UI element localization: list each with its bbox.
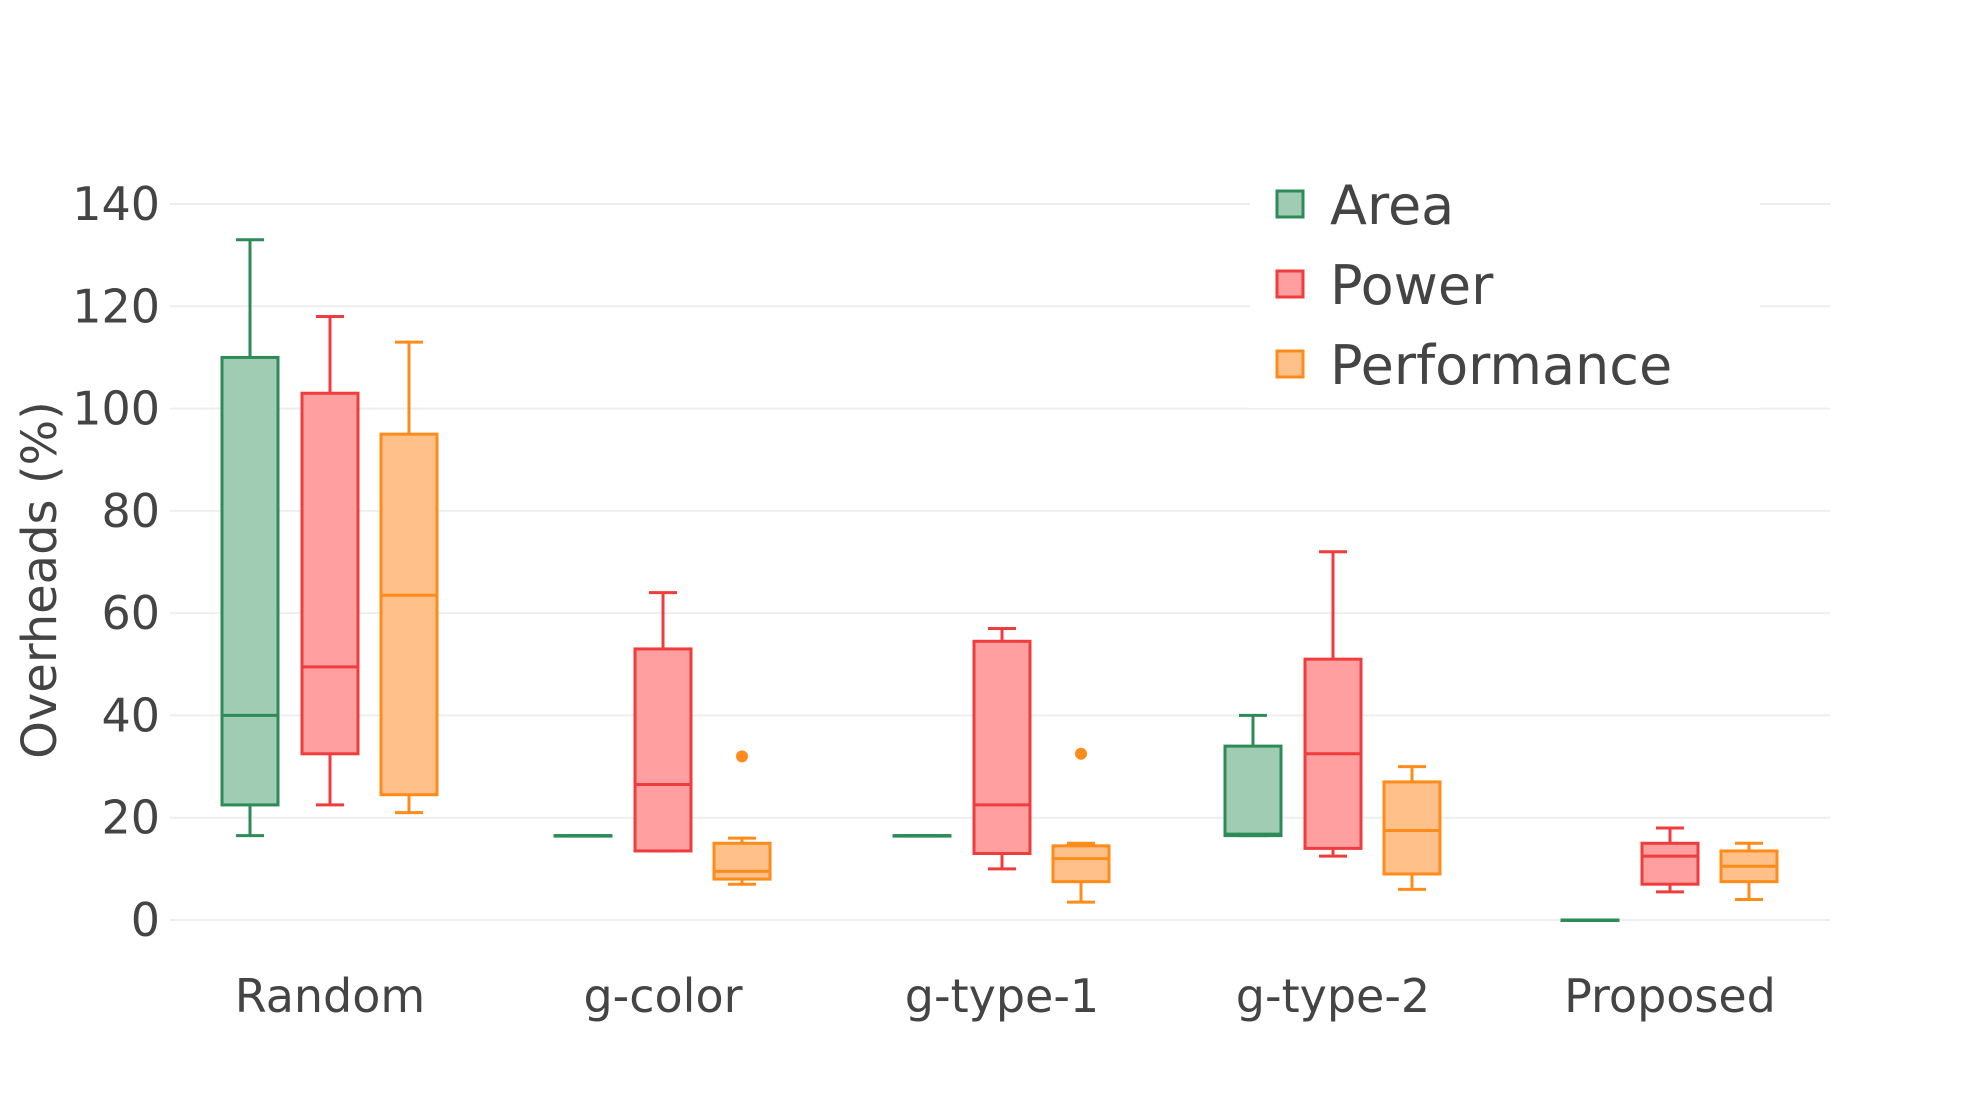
y-tick-label: 60 — [101, 586, 160, 640]
x-tick-label: g-type-2 — [1236, 969, 1430, 1023]
box-area-g-type-1 — [892, 834, 952, 838]
box-iqr — [1640, 841, 1700, 886]
box-area-g-type-2 — [1223, 713, 1283, 838]
outlier-point — [736, 750, 748, 763]
box-power-g-color — [633, 591, 693, 853]
x-tick-label: g-type-1 — [905, 969, 1099, 1023]
x-tick-label: Random — [235, 969, 425, 1023]
box-performance-proposed — [1719, 841, 1779, 902]
box-iqr — [1223, 744, 1283, 838]
box-power-g-type-2 — [1303, 550, 1363, 858]
box-area-proposed — [1560, 918, 1620, 922]
y-tick-label: 100 — [72, 382, 160, 436]
box-iqr — [220, 355, 280, 807]
series-area — [220, 238, 1620, 922]
legend-item-performance[interactable]: Performance — [1275, 334, 1672, 397]
box-performance-g-type-1 — [1051, 747, 1111, 904]
legend-label: Area — [1330, 174, 1454, 237]
series-power — [300, 315, 1700, 894]
box-iqr — [379, 432, 439, 797]
x-tick-label: Proposed — [1564, 969, 1776, 1023]
x-tick-label: g-color — [583, 969, 742, 1023]
box-area-random — [220, 238, 280, 838]
y-tick-label: 120 — [72, 279, 160, 333]
legend-swatch — [1275, 349, 1305, 379]
box-iqr — [300, 391, 360, 756]
y-axis-title: Overheads (%) — [12, 401, 68, 759]
y-tick-label: 40 — [101, 688, 160, 742]
legend-swatch — [1275, 269, 1305, 299]
legend-item-area[interactable]: Area — [1275, 174, 1454, 237]
y-tick-label: 0 — [131, 893, 160, 947]
box-iqr — [972, 639, 1032, 856]
y-tick-label: 20 — [101, 791, 160, 845]
box-area-g-color — [553, 834, 613, 838]
box-performance-g-type-2 — [1382, 765, 1442, 891]
box-iqr — [1382, 780, 1442, 876]
box-power-proposed — [1640, 826, 1700, 894]
box-performance-g-color — [712, 750, 772, 886]
y-axis: 0 20 40 60 80 100 120 140 — [72, 177, 160, 947]
legend-item-power[interactable]: Power — [1275, 254, 1494, 317]
outlier-point — [1075, 747, 1087, 760]
x-axis: Random g-color g-type-1 g-type-2 Proposed — [235, 969, 1776, 1023]
box-iqr — [1051, 844, 1111, 884]
box-power-random — [300, 315, 360, 807]
legend-label: Performance — [1330, 334, 1672, 397]
legend[interactable]: Area Power Performance — [1250, 174, 1760, 408]
box-performance-random — [379, 340, 439, 815]
legend-background — [1250, 180, 1760, 408]
legend-label: Power — [1330, 254, 1494, 317]
box-iqr — [633, 647, 693, 853]
y-tick-label: 80 — [101, 484, 160, 538]
box-series — [220, 238, 1779, 922]
box-power-g-type-1 — [972, 626, 1032, 871]
y-tick-label: 140 — [72, 177, 160, 231]
box-iqr — [712, 841, 772, 881]
series-performance — [379, 340, 1779, 904]
legend-swatch — [1275, 189, 1305, 219]
